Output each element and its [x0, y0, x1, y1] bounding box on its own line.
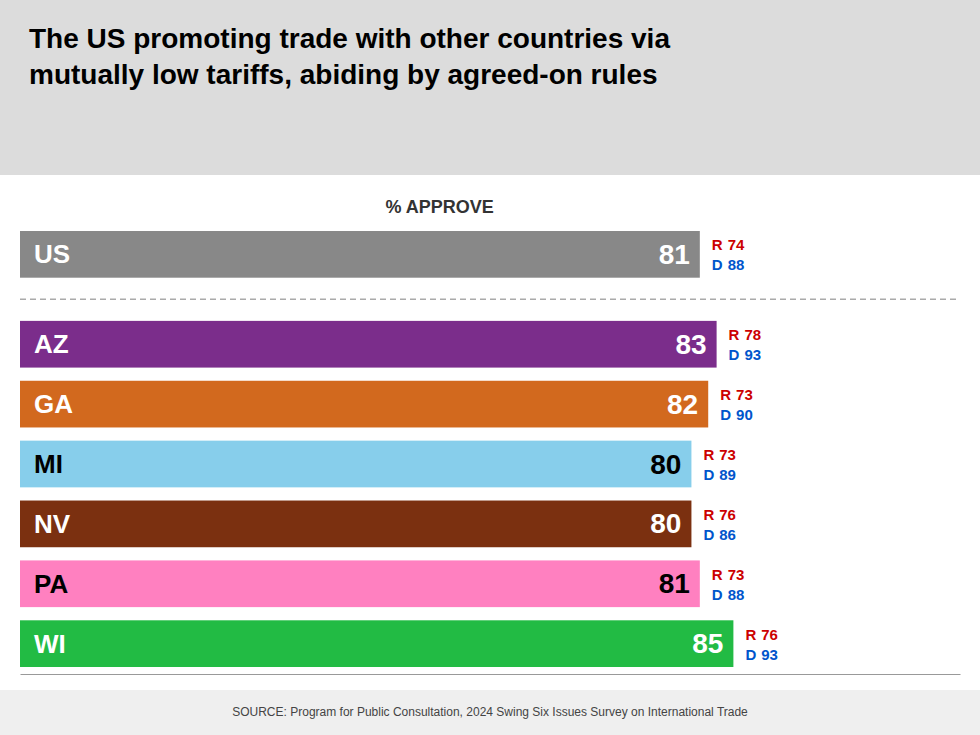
party-breakdown-label: R 76: [703, 505, 736, 522]
x-axis: [21, 674, 961, 675]
party-value: 78: [744, 326, 761, 343]
data-label: 80: [650, 508, 681, 539]
party-breakdown-label: R 74: [712, 236, 745, 253]
labels: USAZGAMINVPAWI81838280808185R74R78R73R73…: [34, 236, 778, 662]
chart-title-line: The US promoting trade with other countr…: [29, 23, 670, 54]
party-breakdown-label: D 93: [745, 645, 778, 662]
party-value: 76: [719, 505, 736, 522]
chart-subtitle: % APPROVE: [385, 197, 493, 217]
party-breakdown-label: R78: [729, 326, 762, 343]
party-value: 73: [736, 386, 753, 403]
x-axis-line: [21, 674, 961, 675]
category-label: MI: [34, 449, 63, 479]
party-breakdown-label: D93: [729, 346, 762, 363]
category-label: GA: [34, 389, 73, 419]
bar: [20, 560, 700, 607]
category-label: US: [34, 239, 70, 269]
party-value: 90: [736, 406, 753, 423]
annotation: SOURCE: Program for Public Consultation,…: [232, 705, 748, 719]
category-label: AZ: [34, 329, 69, 359]
page-background: [0, 0, 980, 735]
category-label: NV: [34, 509, 71, 539]
party-name: R: [703, 505, 714, 522]
bar: [20, 620, 733, 667]
party-name: R: [729, 326, 740, 343]
party-name: D: [703, 466, 714, 483]
bar: [20, 501, 691, 548]
party-name: D: [729, 346, 740, 363]
party-breakdown-label: R 73: [712, 565, 745, 582]
party-name: R: [745, 625, 756, 642]
party-breakdown-label: D 89: [703, 466, 736, 483]
chart-title-line: mutually low tariffs, abiding by agreed-…: [29, 59, 658, 90]
party-breakdown-label: R 73: [720, 386, 753, 403]
party-value: 76: [761, 625, 778, 642]
party-value: 88: [728, 256, 745, 273]
data-label: 82: [667, 389, 698, 420]
party-name: R: [703, 446, 714, 463]
party-breakdown-label: D 88: [712, 585, 745, 602]
party-name: R: [712, 565, 723, 582]
party-breakdown-label: D 90: [720, 406, 753, 423]
party-value: 88: [728, 585, 745, 602]
chart-title: The US promoting trade with other countr…: [29, 23, 670, 90]
data-label: 80: [650, 449, 681, 480]
party-value: 73: [719, 446, 736, 463]
data-label: 81: [659, 239, 690, 270]
bar: [20, 441, 691, 488]
party-breakdown-label: D 86: [703, 525, 736, 542]
bar: [20, 231, 700, 278]
party-value: 93: [744, 346, 761, 363]
chart-root: The US promoting trade with other countr…: [0, 0, 980, 735]
party-value: 74: [728, 236, 745, 253]
party-name: R: [712, 236, 723, 253]
party-name: D: [745, 645, 756, 662]
category-label: WI: [34, 629, 66, 659]
category-label: PA: [34, 569, 68, 599]
data-label: 83: [675, 329, 706, 360]
separator-line: [20, 299, 960, 301]
party-name: R: [720, 386, 731, 403]
data-label: 81: [659, 568, 690, 599]
party-value: 93: [761, 645, 778, 662]
party-breakdown-label: D 88: [712, 256, 745, 273]
party-name: D: [720, 406, 731, 423]
bar: [20, 381, 708, 428]
party-name: D: [712, 585, 723, 602]
party-value: 89: [719, 466, 736, 483]
header-background: [0, 0, 980, 175]
party-value: 86: [719, 525, 736, 542]
data-label: 85: [692, 628, 723, 659]
party-name: D: [703, 525, 714, 542]
bar: [20, 321, 717, 368]
plot-background: [0, 175, 980, 690]
party-value: 73: [728, 565, 745, 582]
party-breakdown-label: R 73: [703, 446, 736, 463]
bars: [20, 231, 733, 667]
party-name: D: [712, 256, 723, 273]
party-breakdown-label: R 76: [745, 625, 778, 642]
